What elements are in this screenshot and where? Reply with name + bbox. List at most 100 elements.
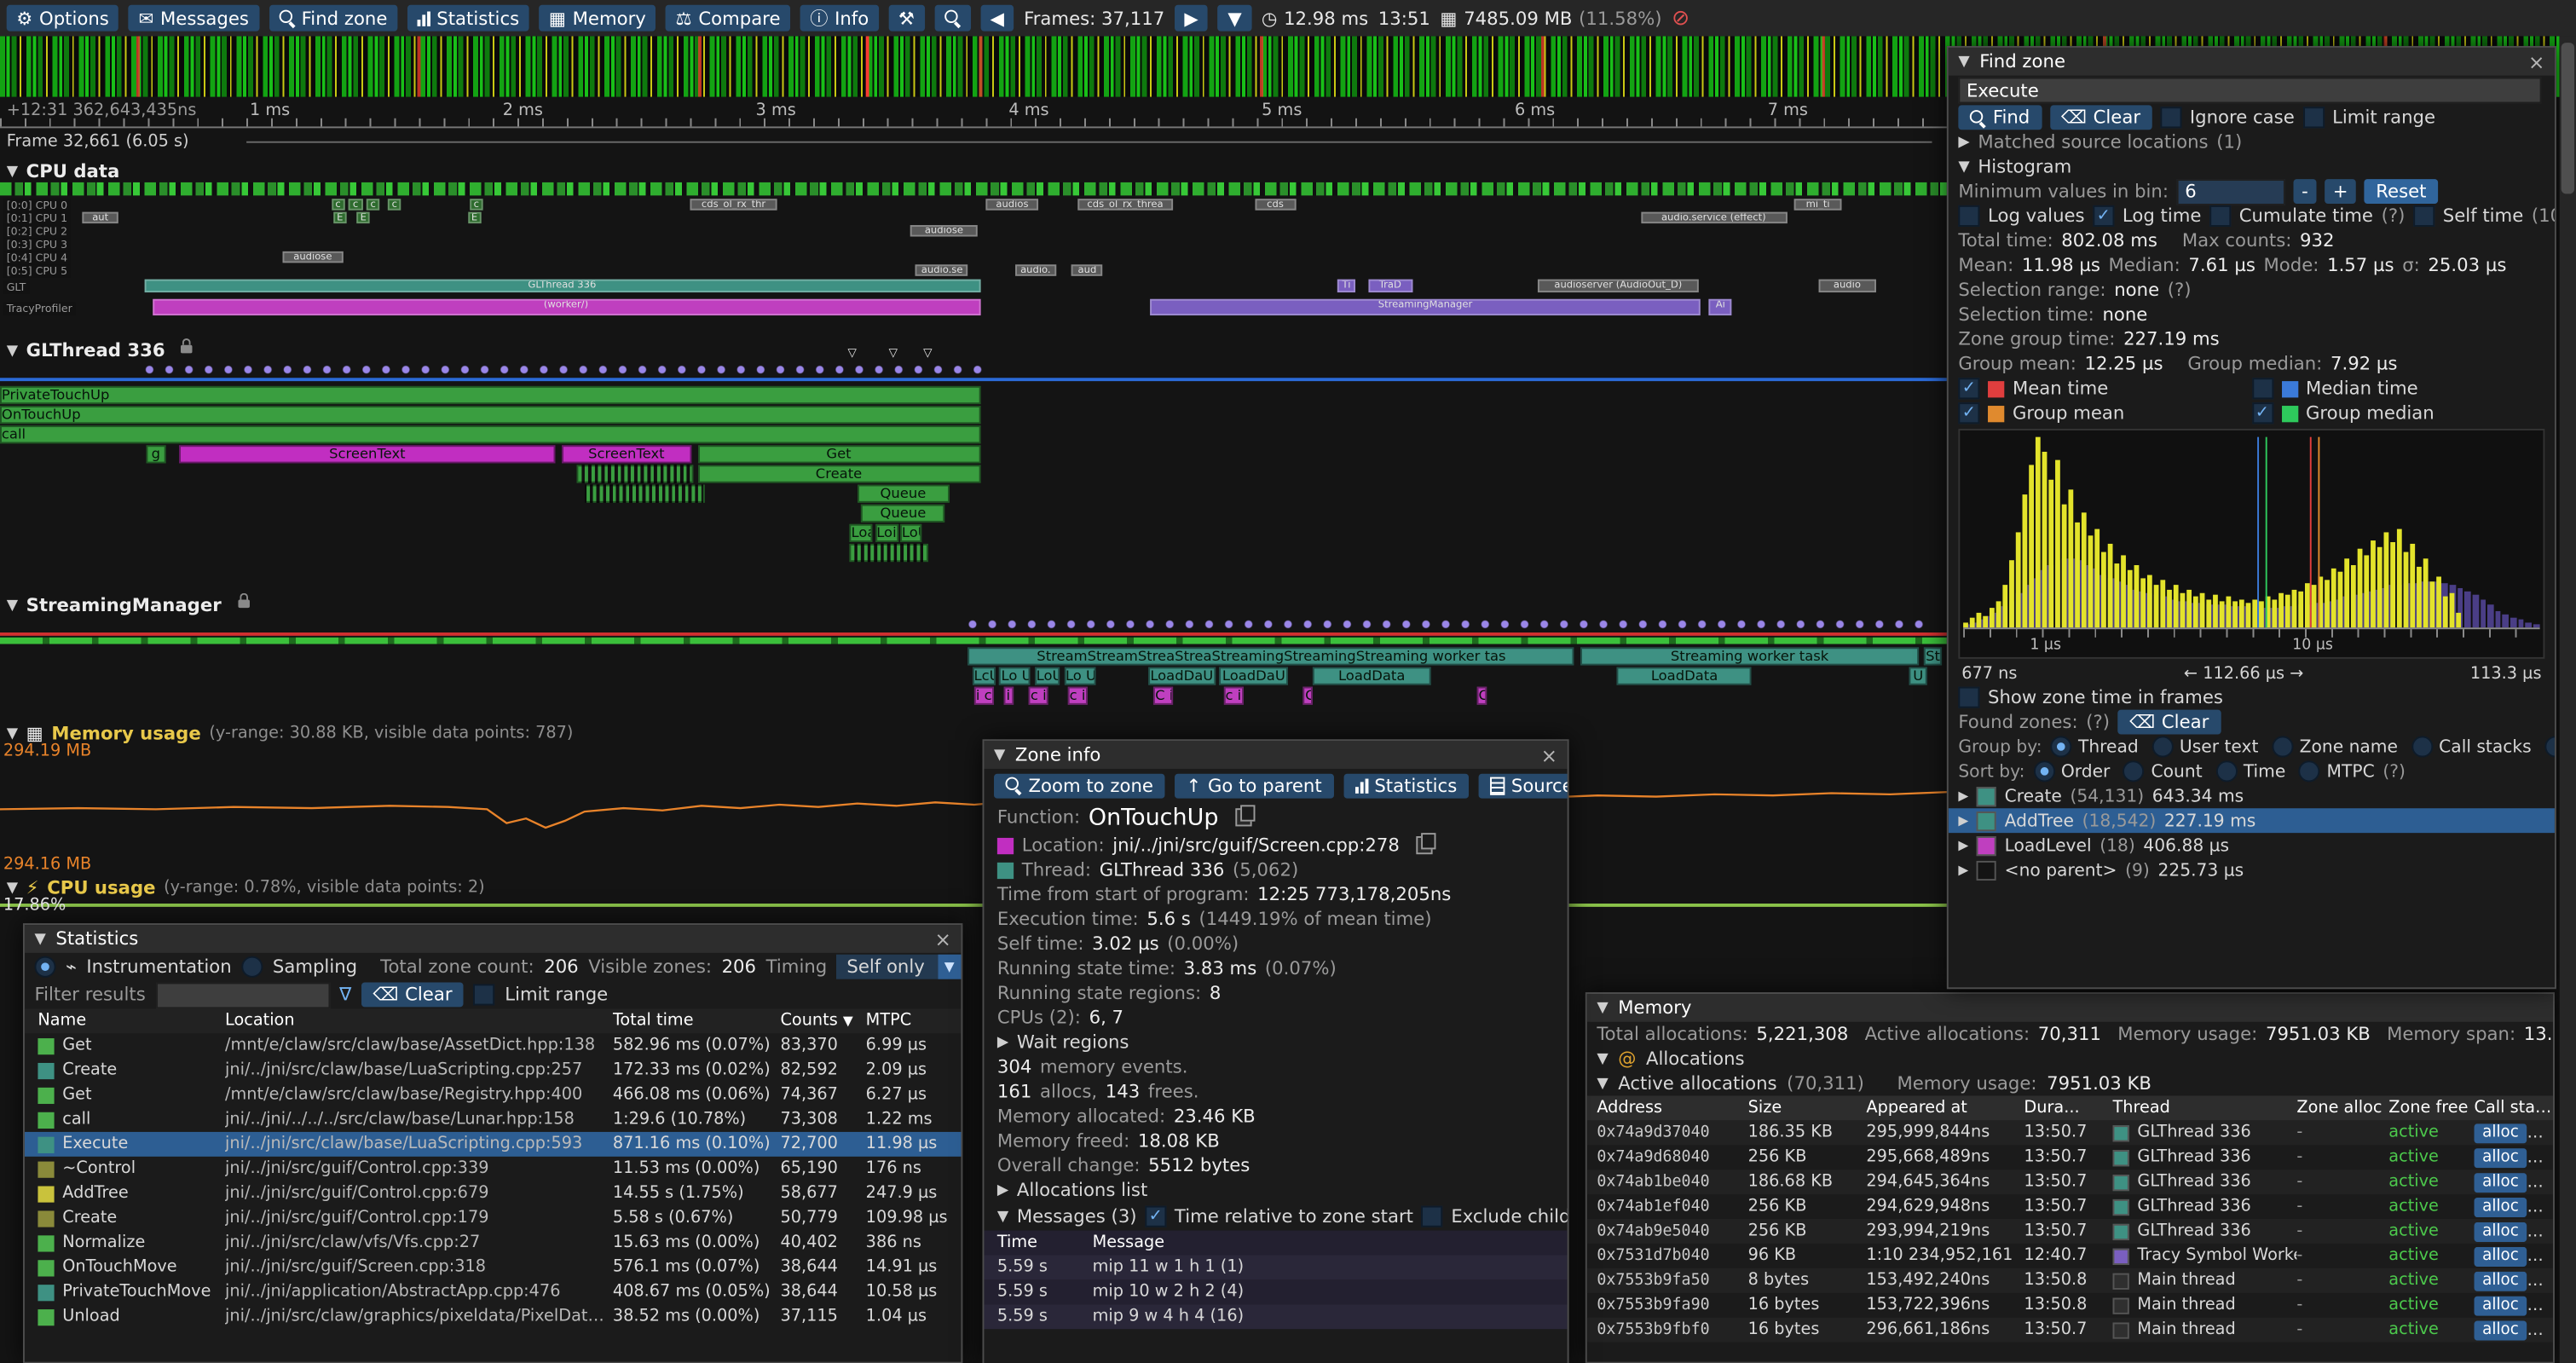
cpu-zone[interactable]: cds	[1255, 199, 1297, 211]
group-by-option[interactable]: Call stacks	[2411, 736, 2532, 758]
cpu-zone[interactable]: c	[349, 199, 363, 211]
sort-by-option[interactable]: Time	[2215, 760, 2285, 783]
close-icon[interactable]: ×	[934, 927, 951, 950]
limit-range-label[interactable]: Limit range	[2332, 107, 2436, 129]
timeline-zone[interactable]: Queue	[857, 484, 950, 503]
cpu-zone[interactable]: E	[356, 211, 371, 224]
cpu-zone[interactable]: audio.se	[915, 264, 968, 276]
cpu-zone[interactable]: audiose	[910, 225, 979, 237]
timeline-zone[interactable]: Lo U	[999, 667, 1031, 685]
alloc-callstack-button[interactable]: alloc	[2474, 1172, 2527, 1193]
find-zone-titlebar[interactable]: ▼ Find zone ×	[1948, 47, 2555, 76]
cpu-zone[interactable]: cds_ol_rx_thr	[690, 199, 778, 211]
cpu-zone[interactable]: audios	[985, 199, 1039, 211]
statistics-row[interactable]: AddTree jni/../jni/src/guif/Control.cpp:…	[25, 1181, 962, 1206]
statistics-row[interactable]: Unload jni/../jni/src/claw/graphics/pixe…	[25, 1304, 962, 1329]
legend-item[interactable]: ✓ Group median	[2251, 401, 2544, 425]
cpu-zone[interactable]: aud	[1071, 264, 1103, 276]
alloc-callstack-button[interactable]: alloc	[2474, 1221, 2527, 1242]
cpu-zone[interactable]: StreamingManager	[1149, 298, 1701, 316]
memory-table-header[interactable]: Address Size Appeared at Dura... Thread …	[1586, 1095, 2554, 1121]
timeline-zone[interactable]	[576, 465, 694, 483]
log-time-label[interactable]: Log time	[2122, 205, 2202, 227]
legend-item[interactable]: ✓ Group mean	[1958, 401, 2251, 425]
statistics-row[interactable]: Create jni/../jni/src/guif/Control.cpp:1…	[25, 1206, 962, 1231]
cpu-zone[interactable]: audiose	[282, 251, 344, 263]
log-time-checkbox[interactable]: ✓	[2093, 205, 2115, 227]
statistics-row[interactable]: ~Control jni/../jni/src/guif/Control.cpp…	[25, 1157, 962, 1181]
cpu-usage-header[interactable]: ▼ ⚡ CPU usage (y-range: 0.78%, visible d…	[7, 877, 485, 898]
timeline-zone[interactable]: c i	[1223, 686, 1244, 705]
timeline-zone[interactable]: i c	[973, 686, 994, 705]
cumulate-time-checkbox[interactable]	[2209, 205, 2232, 227]
found-zone-group[interactable]: ▶ Create (54,131) 643.34 ms	[1949, 783, 2555, 808]
ignore-case-checkbox[interactable]	[2160, 107, 2182, 129]
funnel-icon[interactable]: ∇	[339, 984, 352, 1006]
memory-button[interactable]: ▦ Memory	[539, 4, 656, 32]
active-allocations-toggle[interactable]: ▼ Active allocations (70,311) Memory usa…	[1587, 1071, 2553, 1096]
allocation-row[interactable]: 0x74a9d68040 256 KB 295,668,489ns 13:50.…	[1587, 1145, 2553, 1170]
statistics-row[interactable]: PrivateTouchMove jni/../jni/application/…	[25, 1279, 962, 1304]
col-appeared[interactable]: Appeared at	[1866, 1099, 1967, 1118]
find-button[interactable]: Find	[1958, 105, 2042, 130]
allocation-row[interactable]: 0x74a9d37040 186.35 KB 295,999,844ns 13:…	[1586, 1120, 2554, 1146]
timeline-zone[interactable]: Queue	[861, 504, 945, 523]
col-location[interactable]: Location	[225, 1012, 295, 1031]
reset-button[interactable]: Reset	[2364, 179, 2438, 204]
cpu-data-header[interactable]: ▼ CPU data	[7, 161, 120, 182]
zone-statistics-button[interactable]: Statistics	[1343, 772, 1469, 798]
legend-item[interactable]: ✓ Median time	[2251, 376, 2544, 401]
exclude-children-checkbox[interactable]	[1421, 1205, 1443, 1227]
cpu-zone[interactable]: aut	[81, 211, 119, 224]
alloc-callstack-button[interactable]: alloc	[2474, 1245, 2527, 1266]
legend-item[interactable]: ✓ Mean time	[1958, 376, 2251, 401]
cpu-zone[interactable]: Ti	[1337, 279, 1356, 293]
timeline-zone[interactable]: LoadData	[1617, 667, 1752, 685]
log-values-checkbox[interactable]	[1958, 205, 1980, 227]
options-button[interactable]: ⚙ Options	[6, 4, 119, 32]
message-row[interactable]: 5.59 s mip 11 w 1 h 1 (1)	[984, 1255, 1568, 1280]
legend-checkbox[interactable]: ✓	[1958, 402, 1980, 424]
zoom-to-zone-button[interactable]: Zoom to zone	[994, 772, 1165, 798]
copy-icon[interactable]	[1234, 805, 1255, 827]
find-zone-histogram[interactable]: 1 µs 10 µs	[1958, 429, 2545, 659]
cpu-zone[interactable]: GLThread 336	[144, 279, 980, 293]
exclude-children-label[interactable]: Exclude children	[1451, 1205, 1567, 1227]
streaming-messages-dots[interactable]	[967, 617, 1929, 632]
sort-by-option[interactable]: Order	[2033, 760, 2110, 783]
cpu-zone[interactable]: Ai	[1708, 298, 1733, 316]
timeline-zone[interactable]: LoadDaU	[1219, 667, 1288, 685]
vertical-scrollbar[interactable]	[2559, 36, 2576, 1363]
clear-filter-button[interactable]: ⌫ Clear	[361, 982, 465, 1008]
close-icon[interactable]: ×	[1540, 743, 1558, 767]
col-call-stack[interactable]: Call stack	[2474, 1099, 2554, 1118]
cpu-zone[interactable]: c	[331, 199, 345, 211]
timeline-zone[interactable]: StreamStreamStreaStreaStreamingStreaming…	[968, 647, 1574, 666]
time-ruler[interactable]: +12:31 362,643,435ns 1 ms 2 ms 3 ms 4 ms 5 m…	[0, 96, 1949, 129]
group-by-option[interactable]: User text	[2151, 736, 2258, 758]
show-zone-time-label[interactable]: Show zone time in frames	[1988, 686, 2223, 708]
alloc-callstack-button[interactable]: alloc	[2474, 1197, 2527, 1217]
allocation-row[interactable]: 0x7553b9fbf0 16 bytes 296,661,186ns 13:5…	[1586, 1317, 2554, 1343]
timeline-zone[interactable]	[849, 543, 928, 563]
timeline-zone[interactable]: LoaU	[849, 523, 873, 543]
cpu-zone[interactable]: E	[332, 211, 347, 224]
timeline-zone[interactable]: call	[0, 425, 980, 444]
messages-button[interactable]: ✉ Messages	[128, 4, 259, 32]
memory-titlebar[interactable]: ▼ Memory	[1586, 994, 2554, 1022]
statistics-table-header[interactable]: Name Location Total time Counts ▼ MTPC	[24, 1008, 962, 1034]
next-frame-button[interactable]: ▶	[1174, 4, 1209, 32]
allocation-row[interactable]: 0x74ab1be040 186.68 KB 294,645,364ns 13:…	[1586, 1170, 2554, 1195]
cpu-zone[interactable]: audioserver (AudioOut_D)	[1537, 279, 1700, 293]
found-zone-group[interactable]: ▶ AddTree (18,542) 227.19 ms	[1948, 808, 2555, 834]
info-button[interactable]: ⓘ Info	[800, 4, 879, 32]
prev-frame-button[interactable]: ◀	[980, 4, 1014, 32]
frame-label-row[interactable]: Frame 32,661 (6.05 s)	[0, 130, 1949, 153]
cpu-zone[interactable]: TraD	[1367, 279, 1413, 293]
allocation-row[interactable]: 0x7553b9fa90 16 bytes 153,722,396ns 13:5…	[1587, 1293, 2553, 1318]
col-thread[interactable]: Thread	[2112, 1099, 2170, 1118]
alloc-callstack-button[interactable]: alloc	[2474, 1123, 2527, 1143]
wait-regions-toggle[interactable]: ▶ Wait regions	[984, 1030, 1567, 1054]
memory-usage-chart[interactable]	[0, 742, 1949, 858]
allocations-toggle[interactable]: ▼ @ Allocations	[1587, 1047, 2553, 1071]
